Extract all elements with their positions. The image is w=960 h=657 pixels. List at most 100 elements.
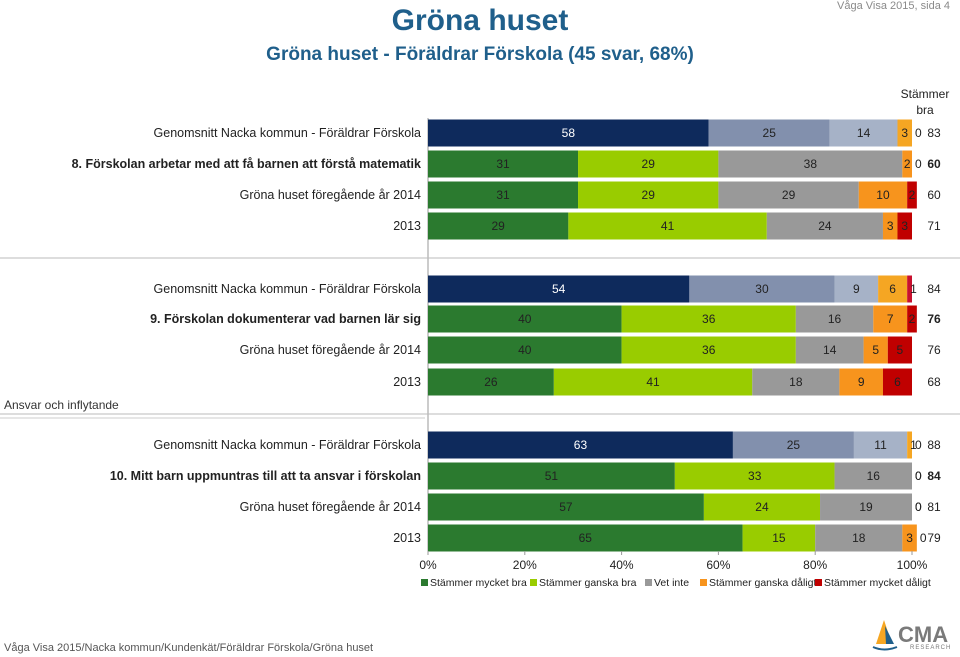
bar-segment	[795, 305, 874, 333]
bar-segment	[568, 212, 767, 240]
bar-segment	[708, 119, 830, 147]
data-label: 1	[910, 282, 917, 296]
row-label: Genomsnitt Nacka kommun - Föräldrar Förs…	[154, 438, 421, 452]
row-label: Genomsnitt Nacka kommun - Föräldrar Förs…	[154, 282, 421, 296]
bar-segment	[834, 462, 912, 490]
data-label: 38	[804, 157, 818, 171]
data-label: 51	[545, 469, 559, 483]
x-tick-label: 40%	[610, 558, 634, 572]
data-label: 2	[909, 312, 916, 326]
total-value: 60	[927, 188, 941, 202]
data-label: 36	[702, 312, 716, 326]
data-label: 41	[661, 219, 675, 233]
legend-label: Vet inte	[654, 577, 689, 589]
bar-segment	[829, 119, 898, 147]
data-label: 0	[915, 126, 922, 140]
total-column-header-line1: Stämmer	[900, 87, 950, 101]
data-label: 36	[702, 343, 716, 357]
bar-segment	[853, 431, 908, 459]
bar-segment	[820, 493, 912, 521]
legend-label: Stämmer ganska dåligt	[709, 577, 816, 589]
legend-label: Stämmer mycket dåligt	[824, 577, 931, 589]
legend-label: Stämmer mycket bra	[430, 577, 527, 589]
data-label: 0	[915, 469, 922, 483]
bar-segment	[882, 368, 912, 396]
data-label: 58	[562, 126, 576, 140]
bar-segment	[887, 336, 912, 364]
data-label: 65	[579, 531, 593, 545]
data-label: 3	[901, 126, 908, 140]
data-label: 3	[901, 219, 908, 233]
row-label: Gröna huset föregående år 2014	[240, 188, 421, 202]
data-label: 0	[920, 531, 927, 545]
bar-segment	[428, 462, 675, 490]
row-label: 2013	[393, 531, 421, 545]
bar-segment	[878, 275, 908, 303]
data-label: 1	[910, 438, 917, 452]
data-label: 9	[858, 375, 865, 389]
data-label: 0	[915, 500, 922, 514]
data-label: 63	[574, 438, 588, 452]
logo-text: CMA	[898, 622, 949, 647]
data-label: 30	[755, 282, 769, 296]
bar-segment	[795, 336, 864, 364]
row-label: 2013	[393, 375, 421, 389]
row-label: 9. Förskolan dokumenterar vad barnen lär…	[150, 312, 421, 326]
row-label: Gröna huset föregående år 2014	[240, 500, 421, 514]
cma-logo: CMA RESEARCH	[870, 618, 950, 654]
row-label: 2013	[393, 219, 421, 233]
data-label: 16	[867, 469, 881, 483]
bar-segment	[428, 150, 579, 178]
sail-icon	[872, 620, 898, 651]
x-tick-label: 20%	[513, 558, 537, 572]
bar-segment	[873, 305, 908, 333]
data-label: 29	[642, 188, 656, 202]
data-label: 6	[894, 375, 901, 389]
total-value: 79	[927, 531, 941, 545]
bar-segment	[882, 212, 898, 240]
bar-segment	[897, 119, 912, 147]
data-label: 14	[857, 126, 871, 140]
bar-segment	[621, 305, 796, 333]
total-value: 76	[927, 343, 941, 357]
bar-segment	[428, 181, 579, 209]
section-label: Ansvar och inflytande	[4, 398, 119, 412]
page-title: Gröna huset	[391, 4, 569, 37]
total-value: 84	[927, 469, 941, 483]
data-label: 31	[496, 157, 510, 171]
total-value: 71	[927, 219, 941, 233]
legend-swatch	[815, 579, 822, 586]
data-label: 31	[496, 188, 510, 202]
data-label: 7	[887, 312, 894, 326]
data-label: 11	[874, 438, 887, 452]
data-label: 0	[915, 157, 922, 171]
total-value: 68	[927, 375, 941, 389]
footer-path: Våga Visa 2015/Nacka kommun/Kundenkät/Fö…	[4, 642, 374, 654]
data-label: 18	[852, 531, 866, 545]
total-value: 84	[927, 282, 941, 296]
row-label: Genomsnitt Nacka kommun - Föräldrar Förs…	[154, 126, 421, 140]
bar-segment	[428, 431, 733, 459]
data-label: 9	[853, 282, 860, 296]
total-value: 83	[927, 126, 941, 140]
legend-swatch	[645, 579, 652, 586]
data-label: 0	[915, 469, 922, 483]
bar-segment	[703, 493, 821, 521]
data-label: 25	[763, 126, 777, 140]
bar-segment	[897, 212, 912, 240]
bar-segment	[834, 275, 879, 303]
row-label: Gröna huset föregående år 2014	[240, 343, 421, 357]
bar-segment	[428, 493, 704, 521]
data-label: 16	[828, 312, 842, 326]
bar-segment	[428, 212, 569, 240]
bar-segment	[428, 275, 690, 303]
bar-segment	[902, 524, 917, 552]
legend-label: Stämmer ganska bra	[539, 577, 637, 589]
total-value: 60	[927, 157, 941, 171]
total-value: 76	[927, 312, 941, 326]
legend-swatch	[421, 579, 428, 586]
data-label: 40	[518, 343, 532, 357]
bar-segment	[718, 181, 859, 209]
bar-segment	[907, 275, 912, 303]
bar-segment	[428, 368, 554, 396]
